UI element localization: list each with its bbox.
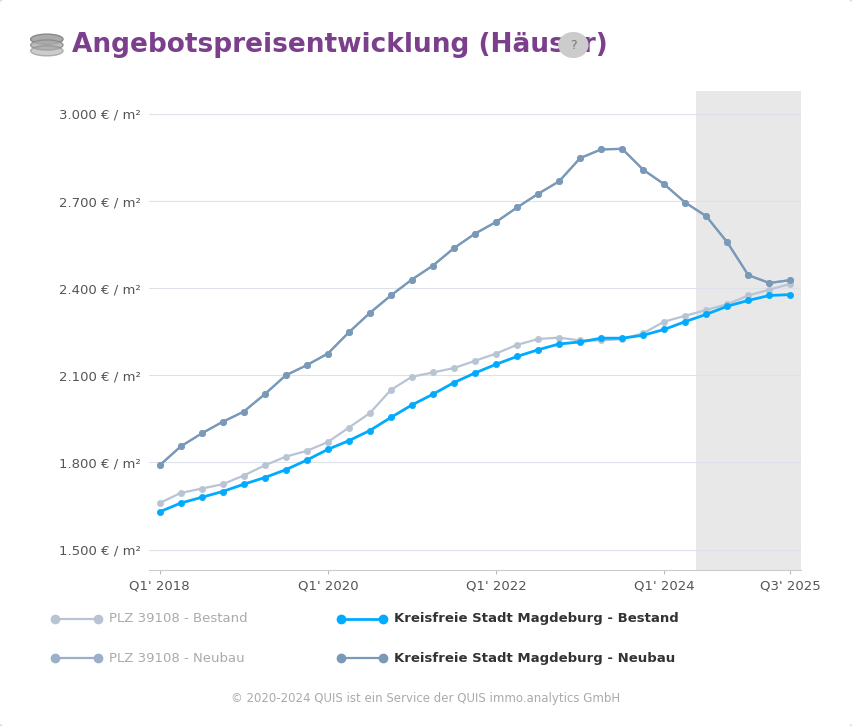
Text: PLZ 39108 - Neubau: PLZ 39108 - Neubau xyxy=(109,652,245,665)
Text: Angebotspreisentwicklung (Häuser): Angebotspreisentwicklung (Häuser) xyxy=(72,32,608,58)
Text: © 2020-2024 QUIS ist ein Service der QUIS immo.analytics GmbH: © 2020-2024 QUIS ist ein Service der QUI… xyxy=(232,692,620,705)
Circle shape xyxy=(559,33,588,57)
Bar xyxy=(696,91,801,570)
Ellipse shape xyxy=(31,34,63,44)
Text: PLZ 39108 - Bestand: PLZ 39108 - Bestand xyxy=(109,612,248,625)
Text: Kreisfreie Stadt Magdeburg - Bestand: Kreisfreie Stadt Magdeburg - Bestand xyxy=(394,612,679,625)
Text: ?: ? xyxy=(570,38,577,52)
Ellipse shape xyxy=(31,40,63,50)
Text: Kreisfreie Stadt Magdeburg - Neubau: Kreisfreie Stadt Magdeburg - Neubau xyxy=(394,652,676,665)
Ellipse shape xyxy=(31,46,63,56)
